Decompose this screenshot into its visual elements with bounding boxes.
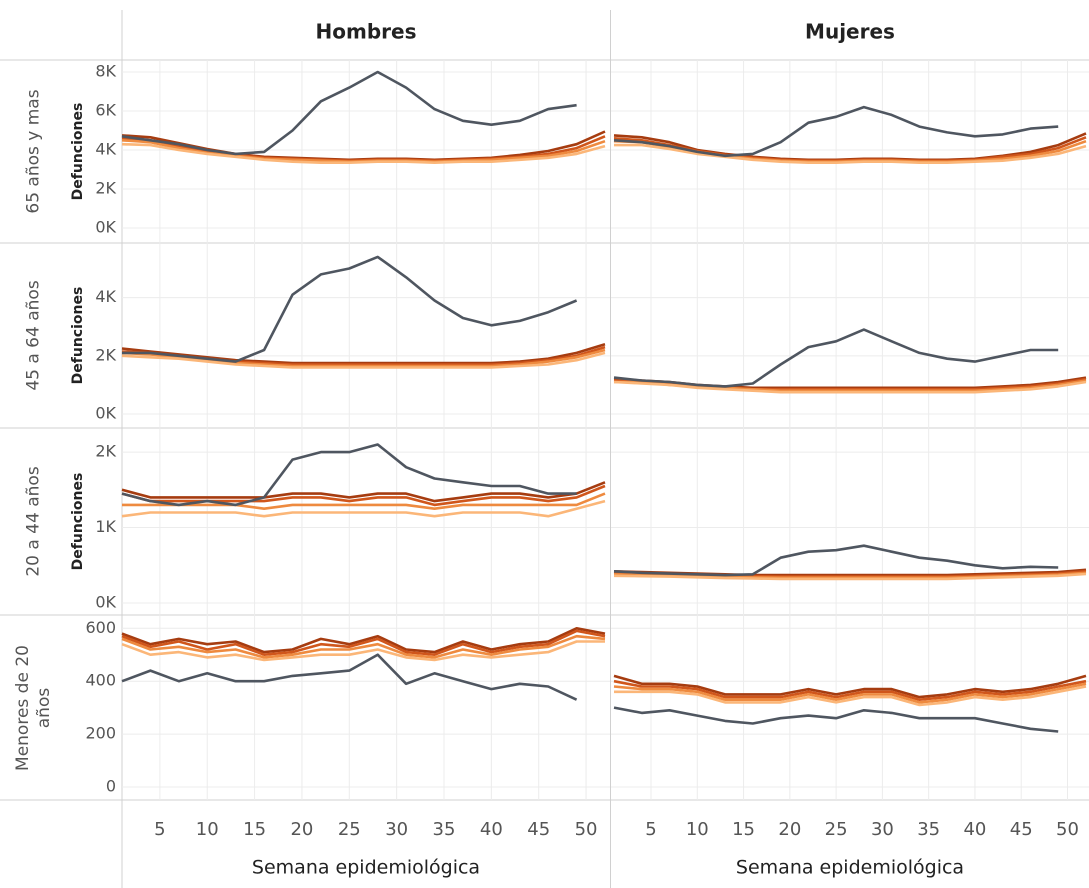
y-tick-label: 4K xyxy=(95,140,116,159)
y-tick-label: 2K xyxy=(95,179,116,198)
y-tick-label: 2K xyxy=(95,442,116,461)
series-line xyxy=(613,105,1059,158)
x-tick-label: 50 xyxy=(1056,819,1079,840)
series-line xyxy=(613,706,1059,733)
x-tick-label: 20 xyxy=(778,819,801,840)
y-tick-label: 8K xyxy=(95,62,116,81)
series-line xyxy=(122,255,578,363)
x-tick-label: 10 xyxy=(686,819,709,840)
column-title: Mujeres xyxy=(805,20,895,44)
x-tick-label: 35 xyxy=(433,819,456,840)
series-line xyxy=(613,572,1087,581)
series-line xyxy=(121,443,577,507)
x-tick-label: 25 xyxy=(338,819,361,840)
y-tick-label: 400 xyxy=(85,671,116,690)
x-tick-label: 50 xyxy=(575,819,598,840)
x-tick-label: 30 xyxy=(385,819,408,840)
series-line xyxy=(613,679,1087,701)
series-line xyxy=(121,627,606,654)
x-axis-label: Semana epidemiológica xyxy=(736,857,964,879)
x-tick-label: 5 xyxy=(154,819,165,840)
x-tick-label: 5 xyxy=(645,819,656,840)
series-line xyxy=(121,640,605,662)
series-line xyxy=(121,351,606,369)
x-tick-label: 20 xyxy=(290,819,313,840)
series-line xyxy=(613,328,1059,388)
x-tick-label: 45 xyxy=(527,819,550,840)
series-line xyxy=(122,492,606,510)
row-label: 20 a 44 años xyxy=(23,466,44,577)
x-tick-label: 15 xyxy=(732,819,755,840)
x-tick-label: 30 xyxy=(871,819,894,840)
y-tick-label: 200 xyxy=(85,724,116,743)
series-line xyxy=(613,380,1087,394)
y-tick-label: 600 xyxy=(85,618,116,637)
series-line xyxy=(121,629,606,656)
y-tick-label: 1K xyxy=(95,517,116,536)
series-line xyxy=(121,499,606,518)
y-tick-label: 6K xyxy=(95,101,116,120)
x-tick-label: 15 xyxy=(243,819,266,840)
series-line xyxy=(121,634,606,659)
series-line xyxy=(613,544,1059,577)
y-tick-label: 0 xyxy=(106,777,116,796)
series-line xyxy=(121,653,578,701)
series-line xyxy=(121,348,606,368)
y-tick-label: 0K xyxy=(95,218,116,237)
y-axis-label: Defunciones xyxy=(70,103,86,201)
y-axis-label: Defunciones xyxy=(70,473,86,571)
series-line xyxy=(121,142,606,164)
x-tick-label: 10 xyxy=(196,819,219,840)
y-axis-label: Defunciones xyxy=(70,287,86,385)
x-tick-label: 40 xyxy=(963,819,986,840)
series-line xyxy=(614,685,1087,707)
series-line xyxy=(121,70,577,156)
series-line xyxy=(121,481,606,503)
series-line xyxy=(613,682,1087,704)
series-line xyxy=(614,143,1087,164)
y-tick-label: 4K xyxy=(95,287,116,306)
series-line xyxy=(613,674,1087,699)
row-label: 65 años y mas xyxy=(23,89,44,214)
x-axis-label: Semana epidemiológica xyxy=(252,857,480,879)
x-tick-label: 45 xyxy=(1010,819,1033,840)
y-tick-label: 0K xyxy=(95,593,116,612)
row-label: Menores de 20 años xyxy=(13,644,54,771)
x-tick-label: 40 xyxy=(480,819,503,840)
x-tick-label: 25 xyxy=(825,819,848,840)
column-title: Hombres xyxy=(316,20,417,44)
x-tick-label: 35 xyxy=(917,819,940,840)
y-tick-label: 2K xyxy=(95,345,116,364)
y-tick-label: 0K xyxy=(95,404,116,423)
series-line xyxy=(121,342,606,365)
row-label: 45 a 64 años xyxy=(23,280,44,391)
